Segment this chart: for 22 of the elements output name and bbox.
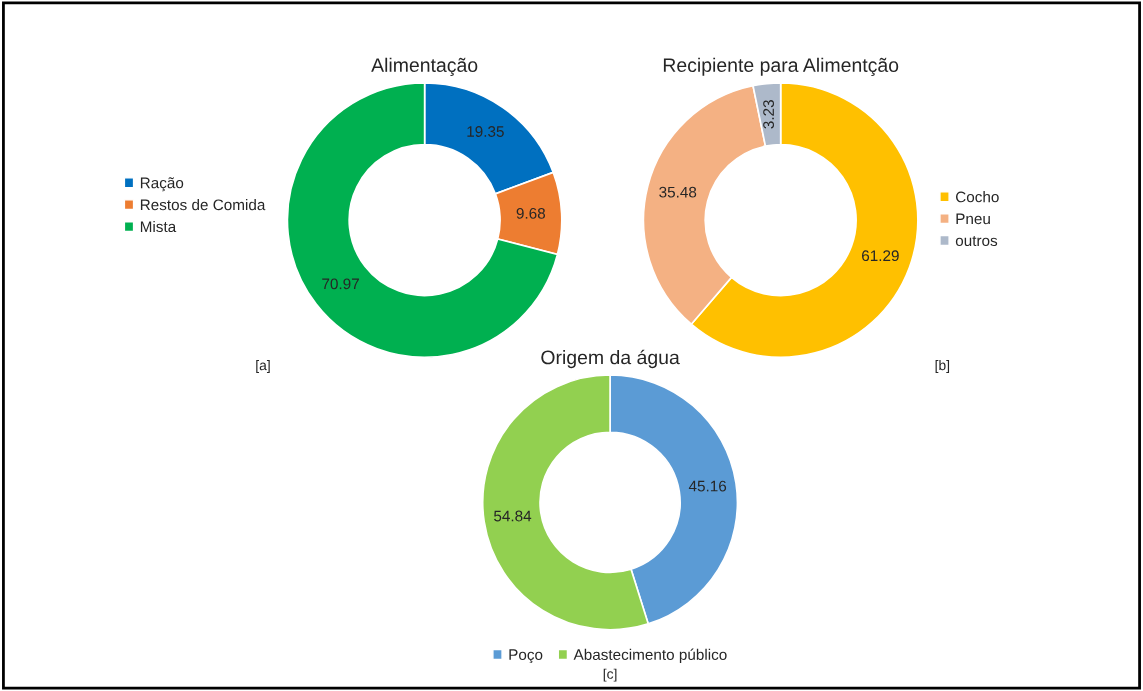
- text: [c]: [603, 668, 617, 682]
- legend-label: Abastecimento público: [573, 648, 727, 664]
- legend-label: outros: [955, 236, 998, 247]
- data-label: 61.29: [862, 250, 899, 262]
- chart-title: Recipiente para Alimentção: [663, 57, 899, 76]
- legend-label: Ração: [140, 177, 184, 192]
- data-label: 45.16: [688, 480, 727, 492]
- legend-label: Mista: [140, 220, 177, 233]
- data-label: 9.68: [516, 207, 546, 219]
- data-label: 3.23: [763, 100, 774, 129]
- data-label: 70.97: [322, 278, 359, 290]
- data-label: 35.48: [659, 186, 697, 198]
- chart-title: Origem da água: [541, 349, 680, 369]
- data-label: 19.35: [467, 126, 504, 137]
- legend-label: Restos de Comida: [140, 199, 266, 211]
- data-label: 54.84: [494, 510, 532, 522]
- legend-label: Poço: [509, 649, 543, 664]
- text: [b]: [935, 360, 950, 373]
- chart-title: Alimentação: [371, 57, 478, 76]
- text: [a]: [256, 360, 270, 373]
- legend-label: Pneu: [956, 213, 990, 225]
- legend-label: Cocho: [956, 191, 999, 203]
